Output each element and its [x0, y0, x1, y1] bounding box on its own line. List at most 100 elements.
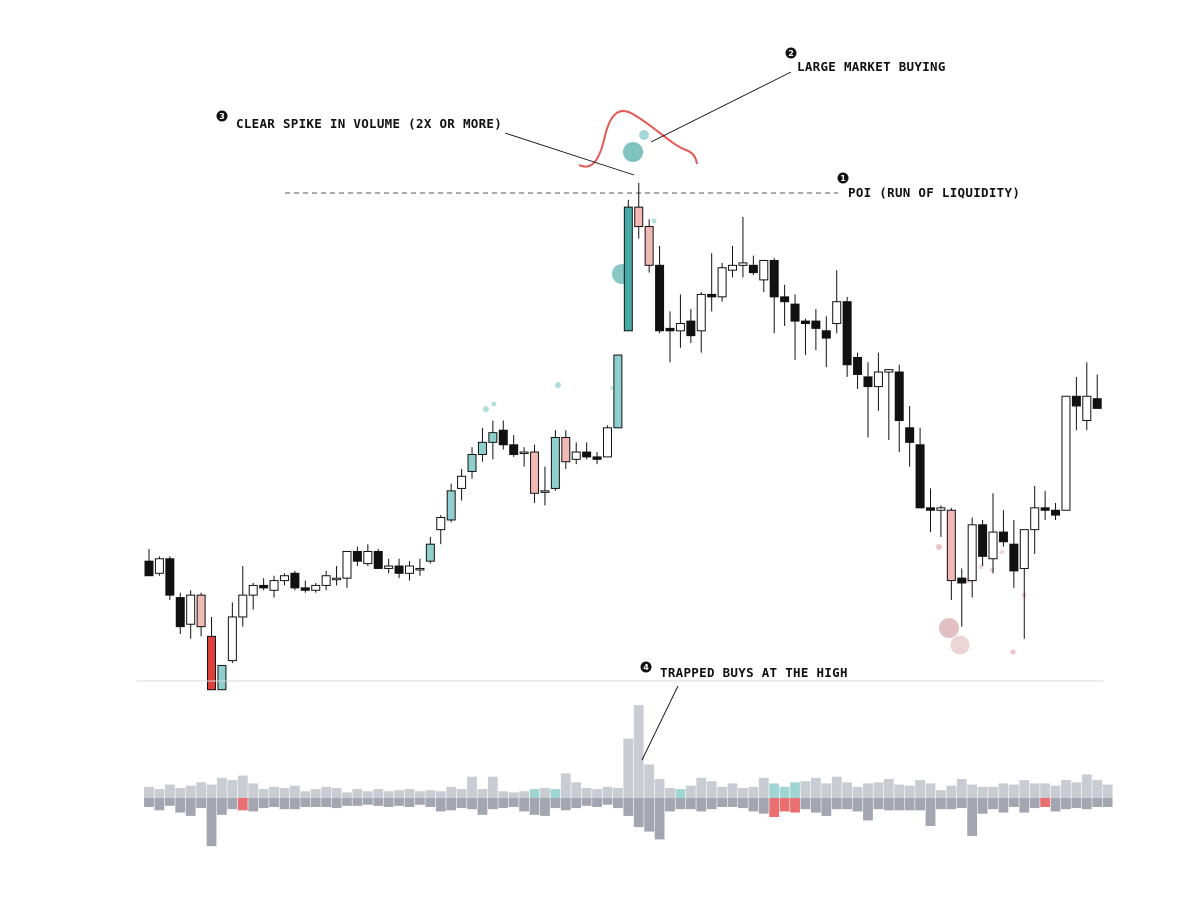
candle-body [665, 327, 675, 332]
candle-body [509, 444, 519, 455]
candle-body [582, 451, 592, 458]
candle [592, 452, 602, 465]
candle [290, 570, 300, 591]
candle-body [363, 550, 373, 565]
candle [217, 664, 227, 691]
candle [738, 216, 748, 278]
candle [530, 444, 540, 503]
candle [602, 425, 612, 458]
volume-sell-bar [821, 798, 832, 816]
volume-sell-bar [300, 798, 311, 807]
candle [769, 258, 779, 334]
volume-buy-bar [821, 783, 832, 798]
volume-sell-bar [779, 798, 790, 812]
candle [332, 566, 342, 586]
volume-buy-bar [144, 786, 154, 798]
candle-body [790, 303, 800, 322]
volume-buy-bar [446, 786, 457, 798]
candle [227, 602, 237, 664]
candle-body [696, 293, 706, 332]
candle [696, 292, 706, 353]
candle [321, 570, 331, 591]
candle-body [186, 594, 196, 625]
candle-body [405, 565, 414, 574]
candle-body [561, 437, 571, 463]
candle [780, 284, 790, 326]
volume-sell-bar [237, 798, 248, 811]
annotation-leader-4 [641, 685, 679, 761]
candle-body [936, 507, 946, 511]
volume-sell-bar [988, 798, 998, 810]
volume-buy-bar [269, 786, 279, 798]
candle-body [467, 453, 477, 472]
candle [300, 580, 310, 593]
volume-sell-bar [331, 798, 342, 809]
candle [1061, 395, 1071, 511]
volume-sell-bar [415, 798, 425, 805]
volume-sell-bar [831, 798, 842, 810]
candle [446, 483, 456, 523]
volume-buy-bar [925, 783, 936, 798]
volume-sell-bar [810, 798, 821, 813]
candle [196, 592, 206, 637]
annotation-leader-2 [650, 71, 792, 143]
volume-buy-bar [988, 786, 998, 798]
candle-body [800, 320, 810, 325]
candle-body [634, 206, 644, 228]
candle-body [477, 441, 487, 455]
candle [759, 259, 769, 292]
candle [415, 558, 425, 576]
volume-buy-bar [769, 783, 780, 798]
candle-body [457, 475, 467, 489]
bubble-small-buy-4 [609, 385, 615, 391]
volume-buy-bar [227, 780, 238, 798]
volume-sell-bar [258, 798, 269, 809]
candle [311, 583, 321, 593]
volume-sell-bar [904, 798, 915, 811]
volume-sell-bar [1019, 798, 1030, 813]
volume-buy-bar [633, 705, 644, 798]
volume-buy-bar [435, 791, 446, 798]
candle-body [1061, 395, 1071, 511]
candle-body [863, 376, 873, 388]
candle-body [926, 507, 935, 511]
volume-sell-bar [956, 798, 967, 809]
volume-buy-bar [946, 785, 957, 798]
volume-sell-bar [623, 798, 634, 816]
volume-sell-bar [425, 798, 436, 807]
candle-body [884, 369, 894, 373]
candle-body [519, 451, 529, 455]
candle-body [821, 330, 831, 339]
candle [728, 245, 738, 278]
volume-buy-bar [248, 783, 259, 798]
volume-buy-bar [321, 786, 332, 798]
volume-buy-bar [1102, 784, 1113, 798]
bubble-small-sell-1 [936, 544, 942, 550]
volume-buy-bar [956, 778, 967, 798]
candle [571, 442, 581, 465]
volume-sell-bar [769, 798, 780, 818]
volume-buy-bar [654, 778, 665, 798]
bubble-small-sell-4 [989, 567, 995, 573]
volume-sell-bar [894, 798, 905, 811]
bubble-small-sell-5 [999, 549, 1005, 555]
bubble-small-buy-1 [483, 406, 489, 412]
candle [477, 427, 487, 462]
volume-buy-bar [1092, 780, 1103, 798]
candle [1030, 486, 1040, 554]
bubble-small-buy-2 [491, 401, 497, 407]
candle-body [738, 262, 748, 266]
volume-sell-bar [175, 798, 186, 813]
candle-body [425, 543, 435, 562]
candle [425, 536, 435, 564]
annotation-4: 4 TRAPPED BUYS AT THE HIGH [640, 661, 848, 680]
volume-sell-bar [706, 798, 717, 810]
candle-body [853, 356, 863, 375]
volume-sell-bar [696, 798, 707, 812]
volume-buy-bar [164, 784, 175, 798]
volume-sell-bar [352, 798, 363, 806]
candle-body [644, 226, 654, 266]
bubble-small-buy-5 [651, 218, 657, 224]
volume-buy-bar [467, 776, 477, 798]
volume-buy-bar [373, 789, 384, 798]
